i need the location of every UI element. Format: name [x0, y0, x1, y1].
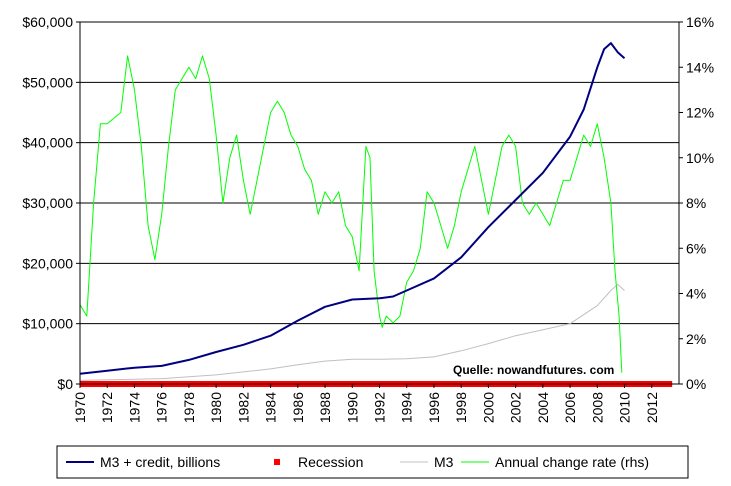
- y-right-tick-label: 2%: [686, 331, 706, 347]
- legend-label: Recession: [298, 454, 363, 470]
- x-tick-label: 1986: [290, 392, 306, 423]
- legend-label: M3: [434, 454, 454, 470]
- x-tick-label: 1972: [99, 392, 115, 423]
- y-right-tick-label: 0%: [686, 376, 706, 392]
- x-tick-label: 2006: [562, 392, 578, 423]
- legend-label: M3 + credit, billions: [100, 454, 220, 470]
- y-left-tick-label: $10,000: [22, 316, 73, 332]
- x-tick-label: 2008: [589, 392, 605, 423]
- y-right-tick-label: 4%: [686, 286, 706, 302]
- y-right-tick-label: 16%: [686, 14, 714, 30]
- series-m3-credit: [79, 42, 626, 375]
- x-tick-label: 1996: [426, 392, 442, 423]
- x-tick-label: 1982: [235, 392, 251, 423]
- legend-item-m3-credit: M3 + credit, billions: [66, 454, 220, 470]
- x-tick-label: 1984: [263, 392, 279, 423]
- x-tick-label: 1976: [154, 392, 170, 423]
- y-right-tick-label: 6%: [686, 240, 706, 256]
- y-right-tick-label: 14%: [686, 59, 714, 75]
- legend: M3 + credit, billions Recession M3 Annual c…: [56, 445, 689, 479]
- y-left-tick-label: $30,000: [22, 195, 73, 211]
- y-left-tick-label: $60,000: [22, 14, 73, 30]
- legend-label: Annual change rate (rhs): [495, 454, 649, 470]
- x-tick-label: 1970: [72, 392, 88, 423]
- legend-item-m3: M3: [400, 454, 454, 470]
- x-tick-label: 1980: [208, 392, 224, 423]
- axes: $0 $10,000 $20,000 $30,000 $40,000 $50,000 $60…: [22, 14, 714, 423]
- y-right-tick-label: 8%: [686, 195, 706, 211]
- x-tick-label: 2012: [644, 392, 660, 423]
- y-left-tick-label: $50,000: [22, 74, 73, 90]
- x-tick-label: 2000: [480, 392, 496, 423]
- x-tick-label: 1992: [372, 392, 388, 423]
- y-left-tick-label: $20,000: [22, 255, 73, 271]
- x-tick-label: 1994: [399, 392, 415, 423]
- grid-lines: [80, 81, 679, 325]
- series-m3: [79, 283, 625, 381]
- y-right-tick-label: 10%: [686, 150, 714, 166]
- x-tick-label: 2002: [508, 392, 524, 423]
- x-tick-label: 2010: [617, 392, 633, 423]
- source-note: Quelle: nowandfutures. com: [453, 363, 614, 377]
- series-annual-change: [79, 55, 623, 373]
- x-tick-label: 1988: [317, 392, 333, 423]
- legend-box: [56, 445, 689, 479]
- legend-symbol: [274, 459, 280, 465]
- y-left-tick-label: $40,000: [22, 135, 73, 151]
- x-tick-label: 1990: [344, 392, 360, 423]
- legend-item-annual-change: Annual change rate (rhs): [461, 454, 649, 470]
- x-tick-label: 1978: [181, 392, 197, 423]
- x-tick-label: 1998: [453, 392, 469, 423]
- legend-item-recession: Recession: [274, 454, 363, 470]
- x-tick-label: 2004: [535, 392, 551, 423]
- y-left-tick-label: $0: [57, 376, 73, 392]
- y-right-tick-label: 12%: [686, 105, 714, 121]
- x-tick-label: 1974: [126, 392, 142, 423]
